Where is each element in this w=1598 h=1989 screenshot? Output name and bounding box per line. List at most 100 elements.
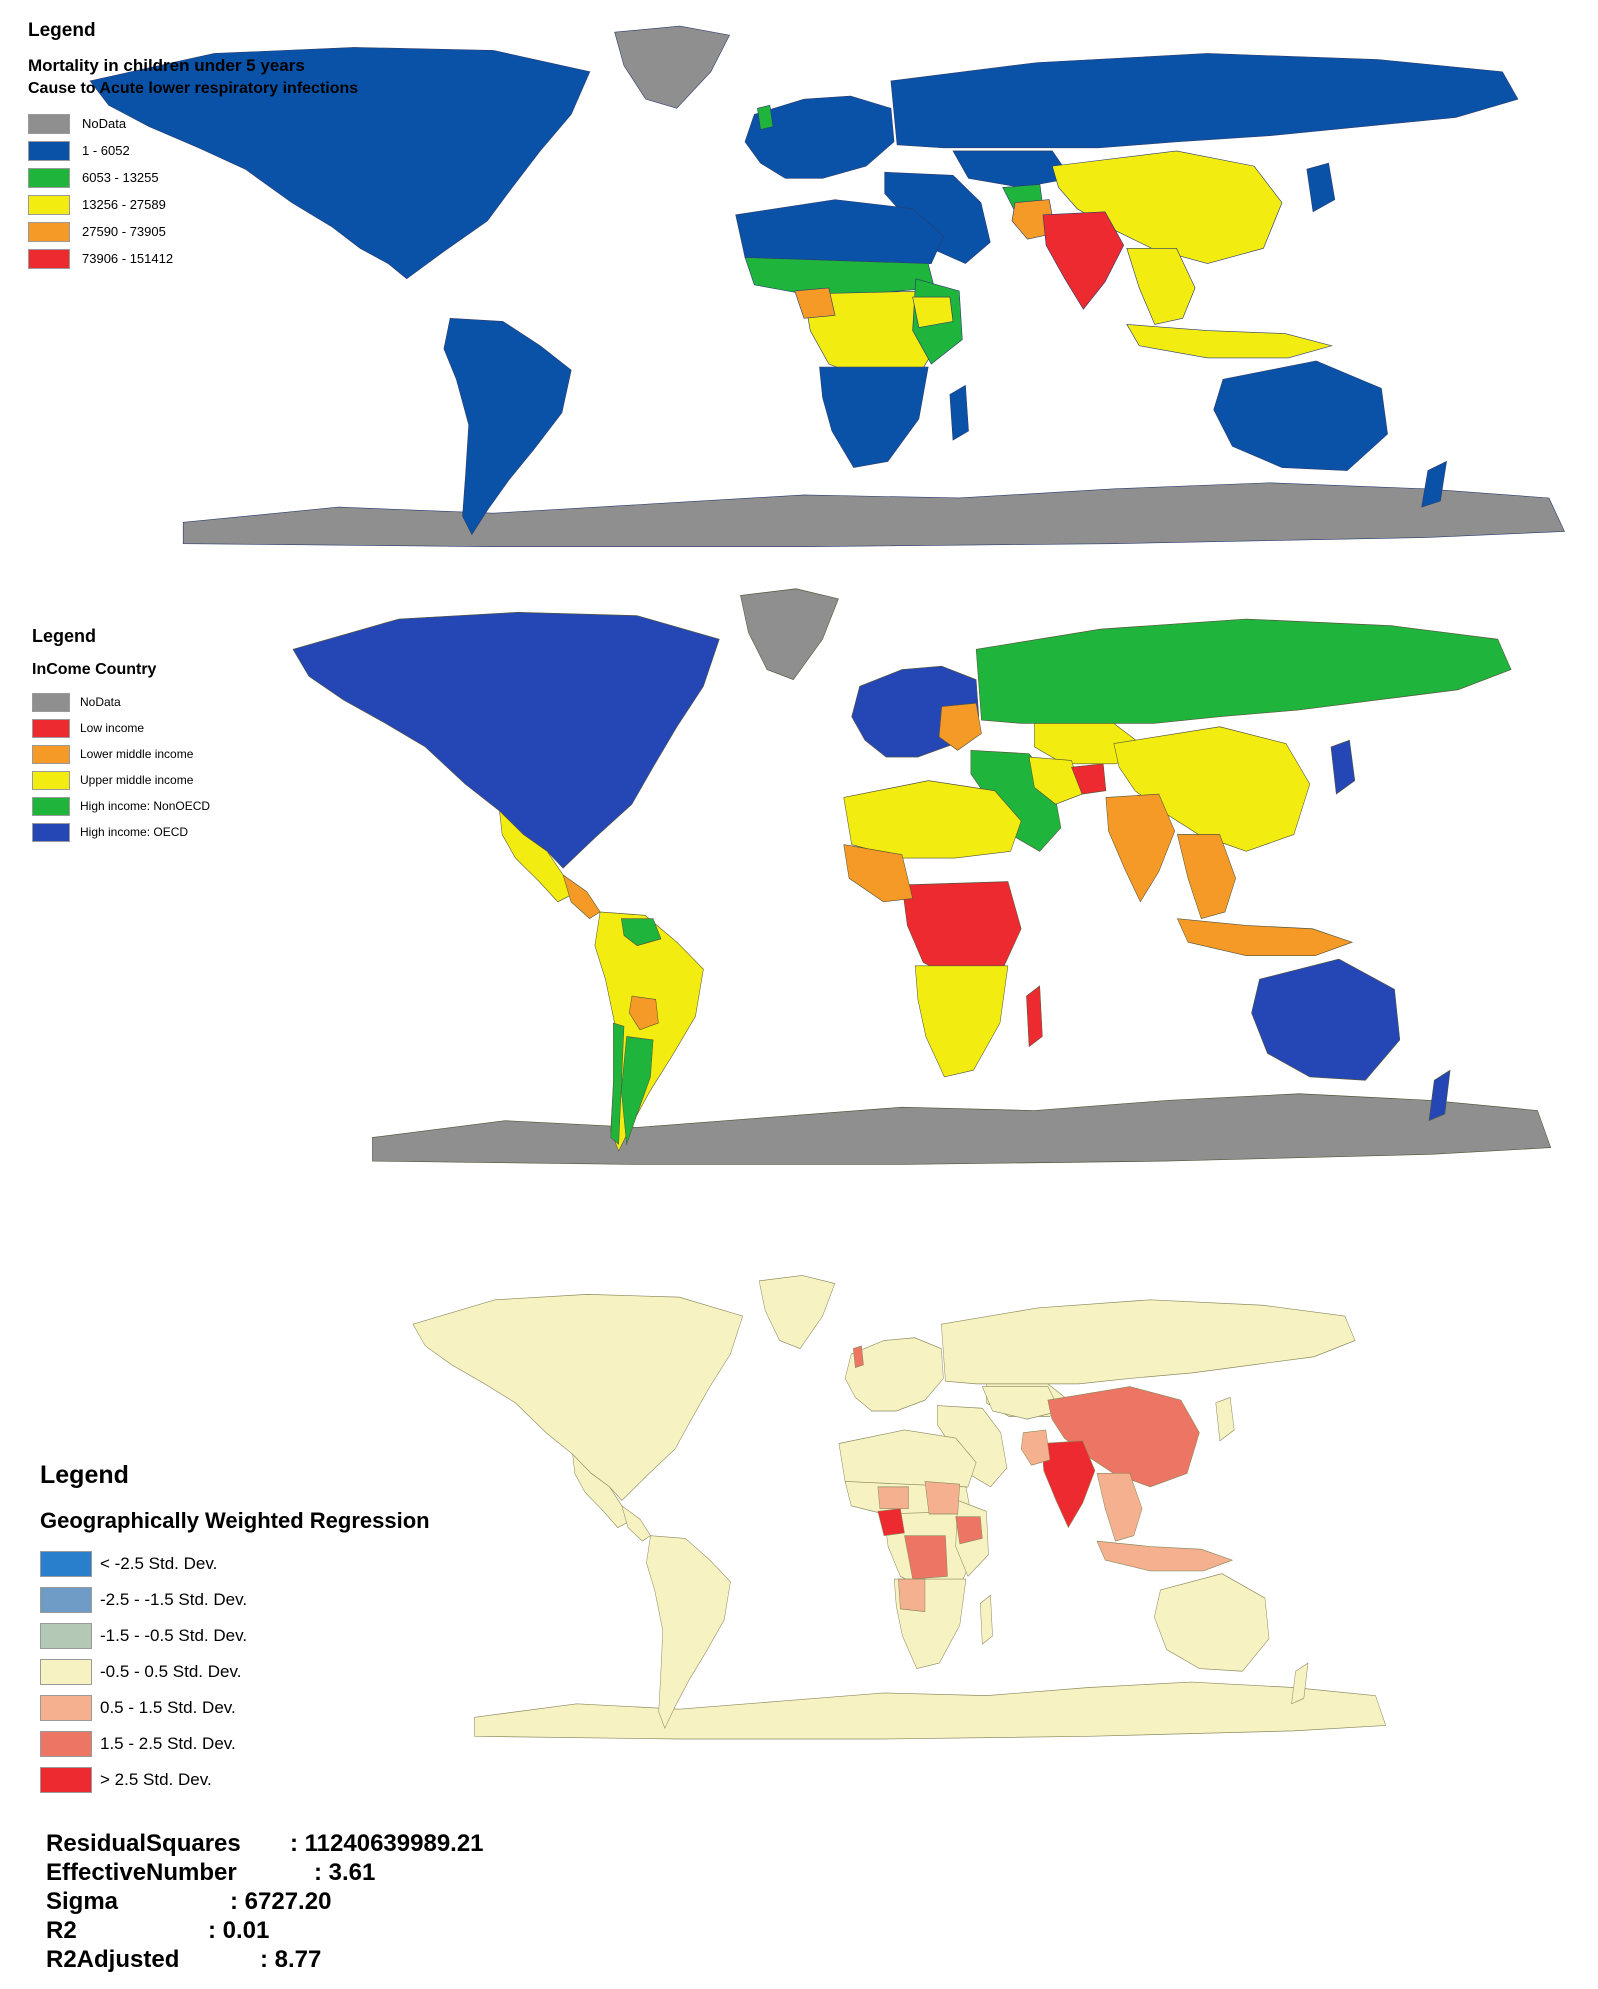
region-japan <box>1330 739 1356 795</box>
region-japan <box>1306 162 1336 213</box>
legend-item: < -2.5 Std. Dev. <box>40 1546 430 1582</box>
region-madagascar <box>1026 985 1043 1048</box>
region-africa-south <box>819 366 929 468</box>
legend-swatch <box>28 221 70 242</box>
region-australia <box>1213 360 1388 471</box>
legend-label: > 2.5 Std. Dev. <box>100 1770 212 1789</box>
region-greenland <box>740 588 839 681</box>
legend-item: 1.5 - 2.5 Std. Dev. <box>40 1726 430 1762</box>
legend-label: NoData <box>82 116 127 131</box>
stat-value: : 3.61 <box>314 1859 376 1886</box>
region-australia <box>1154 1573 1270 1672</box>
legend-swatch <box>40 1731 92 1757</box>
region-new-zealand <box>1428 1069 1451 1122</box>
legend-label: High income: NonOECD <box>80 799 211 813</box>
legend-item: 0.5 - 1.5 Std. Dev. <box>40 1690 430 1726</box>
legend-label: 13256 - 27589 <box>82 197 166 212</box>
region-uk <box>852 1345 864 1369</box>
stat-label: Sigma <box>46 1888 119 1915</box>
legend-title: Legend <box>28 20 96 41</box>
stat-label: R2Adjusted <box>46 1946 180 1973</box>
region-nigeria <box>794 287 836 319</box>
region-antarctica <box>182 482 1565 547</box>
region-argentina <box>621 1036 654 1146</box>
region-central-america <box>621 1505 651 1542</box>
legend-swatch <box>32 692 70 712</box>
legend-item: 6053 - 13255 <box>28 164 358 191</box>
region-ethiopia <box>955 1516 983 1545</box>
legend-label: 0.5 - 1.5 Std. Dev. <box>100 1698 236 1717</box>
region-russia <box>941 1299 1356 1385</box>
legend-item: NoData <box>28 110 358 137</box>
stat-value: : 6727.20 <box>230 1888 332 1915</box>
region-middle-east <box>936 1405 1008 1488</box>
region-russia <box>890 53 1519 149</box>
region-bolivia <box>628 995 659 1031</box>
legend-swatch <box>32 744 70 764</box>
region-sudan <box>924 1481 961 1515</box>
region-central-asia <box>981 1386 1061 1420</box>
region-nigeria <box>877 1508 905 1537</box>
region-greenland <box>758 1275 836 1350</box>
region-greenland <box>614 25 730 109</box>
legend-items: NoData Low income Lower middle income Upper… <box>32 689 210 845</box>
legend-label: < -2.5 Std. Dev. <box>100 1554 218 1573</box>
legend-label: High income: OECD <box>80 825 189 839</box>
legend-subtitle-cause: Cause to Acute lower respiratory infecti… <box>28 80 359 97</box>
region-ethiopia <box>912 296 954 328</box>
legend-item: Low income <box>32 715 210 741</box>
legend-label: 6053 - 13255 <box>82 170 159 185</box>
region-indonesia <box>1096 1540 1234 1572</box>
region-south-america <box>594 911 704 1152</box>
legend-label: 27590 - 73905 <box>82 224 166 239</box>
legend-swatch <box>28 167 70 188</box>
stat-label: ResidualSquares <box>46 1830 241 1857</box>
legend-swatch <box>40 1587 92 1613</box>
region-new-zealand <box>1421 460 1447 508</box>
region-europe <box>744 95 895 179</box>
region-drc <box>904 1535 948 1580</box>
region-australia <box>1251 958 1401 1081</box>
legend-swatch <box>32 822 70 842</box>
region-south-america <box>443 318 572 536</box>
region-mexico <box>572 1453 629 1528</box>
legend-swatch <box>28 194 70 215</box>
region-new-zealand <box>1291 1662 1309 1705</box>
legend-label: -2.5 - -1.5 Std. Dev. <box>100 1590 248 1609</box>
legend-label: -1.5 - -0.5 Std. Dev. <box>100 1626 248 1645</box>
legend-swatch <box>40 1623 92 1649</box>
region-south-america <box>646 1535 731 1729</box>
income-map <box>240 582 1564 1188</box>
mortality-map <box>28 20 1580 568</box>
legend-items: NoData 1 - 6052 6053 - 13255 13256 - 27589 2… <box>28 110 358 272</box>
region-southeast-asia <box>1096 1472 1143 1542</box>
legend-swatch <box>32 718 70 738</box>
legend-label: Low income <box>80 721 145 735</box>
stat-label: EffectiveNumber <box>46 1859 237 1886</box>
region-kazakhstan <box>1034 723 1141 765</box>
legend-subtitle: Mortality in children under 5 years <box>28 56 305 75</box>
legend-swatch <box>40 1767 92 1793</box>
region-china <box>1047 1386 1200 1488</box>
legend-item: > 2.5 Std. Dev. <box>40 1762 430 1798</box>
legend-mortality: Legend Mortality in children under 5 yea… <box>28 20 358 272</box>
region-central-america <box>562 874 601 920</box>
region-afghanistan <box>1071 763 1107 795</box>
region-niger <box>877 1486 909 1509</box>
legend-label: 1.5 - 2.5 Std. Dev. <box>100 1734 236 1753</box>
region-madagascar <box>979 1594 993 1645</box>
legend-item: Upper middle income <box>32 767 210 793</box>
region-pakistan <box>1020 1429 1051 1466</box>
region-russia <box>975 618 1512 724</box>
legend-swatch <box>28 248 70 269</box>
legend-item: High income: OECD <box>32 819 210 845</box>
region-indonesia <box>1176 918 1354 957</box>
region-southeast-asia <box>1177 834 1236 920</box>
legend-swatch <box>28 140 70 161</box>
legend-item: High income: NonOECD <box>32 793 210 819</box>
stat-value: : 8.77 <box>260 1946 322 1973</box>
legend-label: NoData <box>80 695 121 709</box>
region-uk <box>757 104 774 130</box>
legend-swatch <box>40 1659 92 1685</box>
region-southeast-asia <box>1126 248 1196 325</box>
